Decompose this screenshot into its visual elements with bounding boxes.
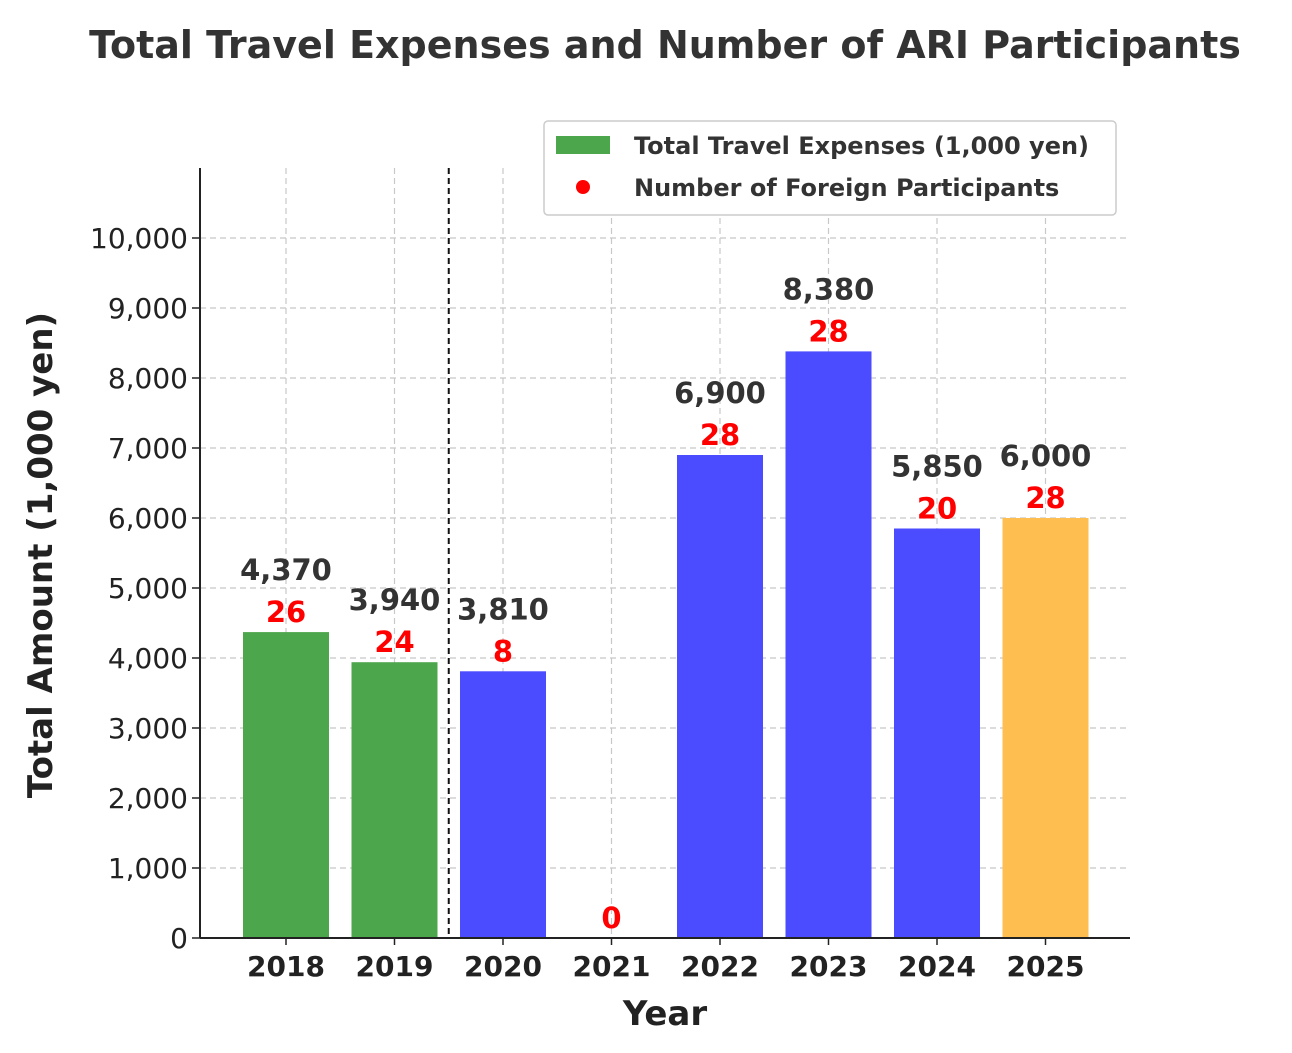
value-label-2020: 3,810 — [457, 592, 549, 626]
legend: Total Travel Expenses (1,000 yen) Number… — [543, 120, 1117, 216]
value-label-2025: 6,000 — [1000, 439, 1092, 473]
value-label-2024: 5,850 — [891, 450, 983, 484]
participant-label-2022: 28 — [700, 418, 740, 452]
bar-2019 — [351, 662, 438, 938]
y-axis-label: Total Amount (1,000 yen) — [21, 312, 61, 798]
participant-label-2024: 20 — [917, 492, 957, 526]
x-tick-label: 2018 — [247, 950, 325, 983]
x-tick-label: 2020 — [464, 950, 542, 983]
bar-2024 — [894, 528, 980, 938]
tick-labels: 0 1,000 2,000 3,000 4,000 5,000 6,000 7,000 8,00… — [90, 222, 1084, 983]
participant-label-2020: 8 — [493, 634, 513, 668]
y-tick-label: 7,000 — [108, 432, 188, 465]
x-tick-label: 2022 — [681, 950, 759, 983]
bars — [243, 351, 1089, 938]
bar-2022 — [677, 455, 763, 938]
legend-swatch-expenses — [556, 136, 610, 154]
y-tick-label: 3,000 — [108, 712, 188, 745]
legend-label-expenses: Total Travel Expenses (1,000 yen) — [634, 132, 1089, 160]
y-tick-label: 4,000 — [108, 642, 188, 675]
participant-label-2021: 0 — [601, 901, 621, 935]
axes — [192, 168, 1130, 945]
participant-label-2023: 28 — [808, 314, 848, 348]
data-labels: 4,370 26 3,940 24 3,810 8 0 6,900 28 8,380 28 5,850… — [240, 272, 1091, 935]
y-tick-label: 5,000 — [108, 572, 188, 605]
x-tick-label: 2024 — [898, 950, 976, 983]
y-tick-label: 1,000 — [108, 852, 188, 885]
grid — [200, 168, 1130, 938]
bar-2018 — [243, 632, 329, 938]
x-tick-label: 2019 — [356, 950, 434, 983]
legend-label-participants: Number of Foreign Participants — [634, 174, 1059, 202]
y-tick-label: 8,000 — [108, 362, 188, 395]
value-label-2019: 3,940 — [349, 583, 441, 617]
x-tick-label: 2021 — [573, 950, 651, 983]
x-tick-label: 2025 — [1007, 950, 1085, 983]
y-tick-label: 9,000 — [108, 292, 188, 325]
participant-label-2025: 28 — [1025, 481, 1065, 515]
legend-box — [543, 120, 1117, 216]
y-tick-label: 10,000 — [90, 222, 188, 255]
x-axis-label: Year — [622, 994, 708, 1034]
x-tick-label: 2023 — [790, 950, 868, 983]
bar-2023 — [785, 351, 872, 938]
chart-title: Total Travel Expenses and Number of ARI … — [89, 23, 1241, 67]
value-label-2023: 8,380 — [783, 272, 875, 306]
value-label-2022: 6,900 — [674, 376, 766, 410]
y-tick-label: 2,000 — [108, 782, 188, 815]
value-label-2018: 4,370 — [240, 553, 332, 587]
legend-swatch-participants — [576, 180, 590, 194]
participant-label-2018: 26 — [266, 595, 306, 629]
y-tick-label: 0 — [170, 922, 188, 955]
bar-2025 — [1002, 518, 1089, 938]
participant-label-2019: 24 — [374, 625, 414, 659]
bar-2020 — [460, 671, 546, 938]
y-tick-label: 6,000 — [108, 502, 188, 535]
